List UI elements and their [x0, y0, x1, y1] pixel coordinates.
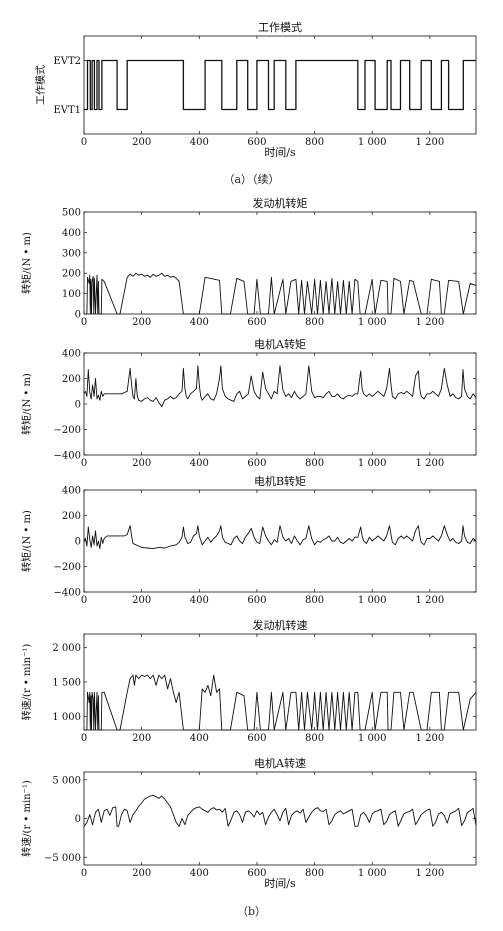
motor_a_torque-xtick-label: 400 [190, 458, 209, 469]
motor_a_torque-ytick-label: 200 [62, 374, 81, 385]
motor_b_torque-frame [83, 489, 477, 593]
motor_b_torque-series-line-0 [83, 525, 477, 550]
engine_torque-ytick-label: 500 [62, 208, 81, 219]
mode-xtick-label: 1 200 [416, 137, 445, 148]
motor_b_torque-ytick-label: 0 [75, 537, 81, 548]
motor_a_speed-series-line-0 [83, 794, 477, 827]
motor_b_torque-ytick-label: 400 [62, 486, 81, 497]
engine_speed-xtick-label: 1 200 [416, 733, 445, 744]
engine_torque-xtick-label: 1 200 [416, 317, 445, 328]
mode-xtick-label: 800 [305, 137, 324, 148]
engine_speed-ylabel: 转速/(r • min⁻¹) [20, 644, 33, 721]
engine_torque-ylabel: 转矩/(N • m) [20, 232, 33, 294]
motor_a_torque-ytick-label: 400 [62, 349, 81, 360]
motor_a_speed-title: 电机A转速 [254, 756, 306, 770]
motor_a_speed-xlabel: 时间/s [264, 877, 296, 890]
mode-xtick-label: 0 [81, 137, 87, 148]
motor_b_torque-xtick-label: 0 [81, 595, 87, 606]
mode-ytick-label: EVT2 [53, 56, 81, 67]
engine_torque-series-line-0 [84, 272, 477, 315]
motor_b_torque-xtick-label: 400 [190, 595, 209, 606]
motor_a_torque-title: 电机A转矩 [254, 337, 306, 351]
motor_a_torque-xtick-label: 1 200 [416, 458, 445, 469]
motor_a_speed-ytick-label: 5 000 [52, 775, 81, 786]
motor_a_speed-ytick-label: 0 [75, 814, 81, 825]
motor_a_torque-xtick-label: 1 000 [358, 458, 387, 469]
mode-xtick-label: 1 000 [358, 137, 387, 148]
engine_speed-xtick-label: 200 [132, 733, 151, 744]
engine_torque-xtick-label: 0 [81, 317, 87, 328]
mode-frame [83, 35, 477, 135]
engine_torque-title: 发动机转矩 [253, 196, 308, 210]
engine_speed-ytick-label: 1 000 [52, 712, 81, 723]
motor_a_speed-ylabel: 转速/(r • min⁻¹) [20, 780, 33, 857]
engine_torque-ytick-label: 400 [62, 228, 81, 239]
motor_a_speed-xtick-label: 200 [132, 868, 151, 879]
motor_b_torque-xtick-label: 800 [305, 595, 324, 606]
caption-b: （b） [236, 905, 267, 918]
motor_a_torque-series-line-0 [83, 365, 477, 408]
motor_a_torque-xtick-label: 200 [132, 458, 151, 469]
engine_speed-ytick-label: 1 500 [52, 678, 81, 689]
mode-xtick-label: 200 [132, 137, 151, 148]
engine_speed-xtick-label: 1 000 [358, 733, 387, 744]
motor_b_torque-ytick-label: −200 [54, 562, 81, 573]
engine_torque-xtick-label: 1 000 [358, 317, 387, 328]
engine_torque-xtick-label: 600 [247, 317, 266, 328]
motor_a_speed-ytick-label: −5 000 [44, 853, 81, 864]
motor_a_speed-xtick-label: 800 [305, 868, 324, 879]
engine_torque-ytick-label: 100 [62, 289, 81, 300]
engine_speed-xtick-label: 0 [81, 733, 87, 744]
engine_torque-xtick-label: 400 [190, 317, 209, 328]
mode-series-line-0 [84, 59, 476, 111]
motor_a_speed-frame [83, 771, 477, 866]
motor_a_torque-ytick-label: −200 [54, 425, 81, 436]
motor_a_torque-ytick-label: 0 [75, 400, 81, 411]
motor_a_torque-xtick-label: 800 [305, 458, 324, 469]
motor_b_torque-xtick-label: 600 [247, 595, 266, 606]
engine_torque-frame [83, 211, 477, 315]
engine_torque-xtick-label: 200 [132, 317, 151, 328]
motor_a_speed-xtick-label: 1 200 [416, 868, 445, 879]
motor_a_torque-xtick-label: 0 [81, 458, 87, 469]
engine_speed-ytick-label: 2 000 [52, 643, 81, 654]
motor_b_torque-xtick-label: 1 000 [358, 595, 387, 606]
motor_a_speed-xtick-label: 400 [190, 868, 209, 879]
motor_b_torque-title: 电机B转矩 [254, 474, 306, 488]
motor_a_speed-xtick-label: 600 [247, 868, 266, 879]
engine_speed-xtick-label: 600 [247, 733, 266, 744]
mode-ylabel: 工作模式 [34, 65, 47, 105]
mode-xtick-label: 600 [247, 137, 266, 148]
motor_a_torque-ytick-label: −400 [54, 451, 81, 462]
engine_speed-xtick-label: 800 [305, 733, 324, 744]
motor_b_torque-ylabel: 转矩/(N • m) [20, 510, 33, 572]
caption-a: （a）（续） [223, 173, 280, 186]
motor_a_speed-xtick-label: 1 000 [358, 868, 387, 879]
motor_a_torque-ylabel: 转矩/(N • m) [20, 373, 33, 435]
motor_b_torque-xtick-label: 200 [132, 595, 151, 606]
motor_a_torque-xtick-label: 600 [247, 458, 266, 469]
motor_a_speed-xtick-label: 0 [81, 868, 87, 879]
engine_speed-frame [83, 633, 477, 731]
engine_speed-xtick-label: 400 [190, 733, 209, 744]
mode-title: 工作模式 [258, 21, 302, 34]
engine_torque-ytick-label: 300 [62, 248, 81, 259]
engine_torque-ytick-label: 0 [75, 310, 81, 321]
motor_b_torque-ytick-label: 200 [62, 511, 81, 522]
engine_speed-title: 发动机转速 [253, 618, 308, 632]
engine_torque-xtick-label: 800 [305, 317, 324, 328]
motor_b_torque-xtick-label: 1 200 [416, 595, 445, 606]
engine_speed-series-line-0 [84, 674, 477, 731]
engine_torque-ytick-label: 200 [62, 269, 81, 280]
mode-xlabel: 时间/s [264, 146, 296, 159]
mode-ytick-label: EVT1 [53, 105, 81, 116]
motor_b_torque-ytick-label: −400 [54, 588, 81, 599]
mode-xtick-label: 400 [190, 137, 209, 148]
